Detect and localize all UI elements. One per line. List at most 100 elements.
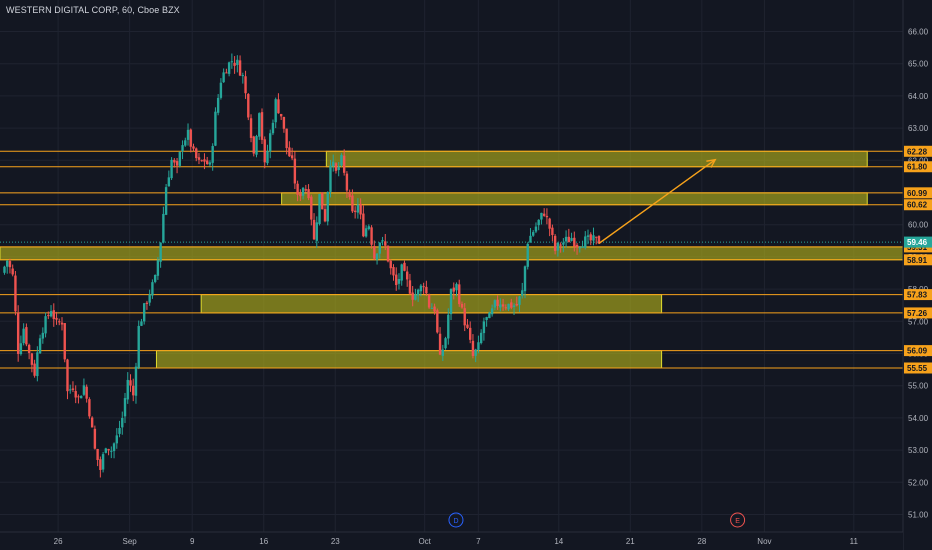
candle-body [241, 75, 245, 77]
candle-body [367, 226, 371, 230]
candle-body [236, 59, 239, 66]
candle-body [329, 165, 332, 192]
candle-body [455, 283, 458, 291]
candle-body [206, 160, 209, 165]
candle-body [252, 136, 255, 154]
candle-body [419, 285, 423, 292]
candle-body [573, 237, 576, 247]
price-level-tag-label: 60.99 [907, 189, 928, 198]
price-tick-label: 54.00 [908, 414, 929, 423]
candle-body [82, 385, 86, 395]
candle-body [36, 352, 39, 377]
candle-body [444, 338, 447, 349]
candle-body [578, 247, 581, 249]
candle-body [405, 271, 409, 280]
candle-body [542, 213, 546, 216]
candle-body [110, 450, 113, 452]
candle-body [167, 177, 171, 187]
candle-body [463, 308, 466, 326]
candle-body [414, 294, 417, 300]
candle-body [14, 275, 17, 312]
time-tick-label: 28 [697, 537, 706, 546]
candle-body [178, 152, 182, 166]
candle-body [403, 262, 406, 271]
candle-body [142, 303, 146, 322]
price-level-lines [0, 150, 903, 369]
candle-body [121, 417, 124, 428]
candle-body [140, 321, 143, 326]
candle-body [315, 222, 318, 241]
candle-body [526, 243, 529, 267]
candle-body [16, 312, 20, 354]
candle-body [433, 306, 436, 312]
candle-body [564, 236, 568, 242]
candle-body [562, 242, 565, 245]
zone-62 [325, 150, 868, 168]
candle-body [85, 386, 88, 399]
candle-body [458, 284, 461, 305]
price-level-tag-label: 57.26 [907, 309, 928, 318]
candle-body [219, 82, 223, 98]
candle-body [192, 146, 195, 149]
candle-body [27, 344, 31, 353]
price-tick-label: 55.00 [908, 382, 929, 391]
candle-body [581, 246, 584, 248]
candle-body [74, 391, 77, 398]
candle-body [321, 192, 324, 210]
candle-body [112, 443, 116, 452]
candle-body [115, 435, 118, 444]
candle-body [159, 242, 162, 262]
price-axis: 51.0052.0053.0054.0055.0056.0057.0058.00… [902, 0, 932, 550]
candle-body [247, 94, 250, 118]
price-level-tag [904, 362, 932, 374]
candle-body [362, 213, 365, 237]
arrow-head [706, 158, 717, 168]
price-tick-label: 65.00 [908, 60, 929, 69]
price-tick-label: 52.00 [908, 478, 929, 487]
candle-body [293, 158, 297, 184]
candle-body [132, 385, 135, 396]
price-level-tag-label: 56.09 [907, 347, 928, 356]
candle-body [345, 173, 349, 191]
time-tick-label: 11 [850, 537, 859, 546]
candle-body [512, 305, 516, 308]
candle-body [52, 310, 55, 320]
candle-body [488, 312, 491, 319]
candle-body [58, 321, 61, 323]
current-price-tag [904, 236, 932, 248]
candle-body [269, 133, 272, 152]
candle-body [137, 325, 140, 368]
candle-body [47, 315, 50, 317]
time-tick-label: 14 [554, 537, 563, 546]
price-level-tag [904, 307, 932, 319]
candle-body [211, 146, 214, 163]
candle-body [225, 72, 228, 74]
time-tick-label: 23 [331, 537, 340, 546]
time-axis: 26 Sep 9 16 23 Oct 7 14 21 28 Nov 11 [0, 531, 903, 550]
candle-body [203, 159, 206, 162]
candle-body [351, 195, 354, 212]
candle-body [200, 160, 203, 162]
candle-body [375, 253, 379, 260]
price-level-tag-label: 58.91 [907, 256, 928, 265]
candle-body [575, 244, 579, 248]
candle-body [595, 236, 598, 238]
price-axis-bg [903, 0, 932, 550]
candle-body [485, 317, 488, 321]
candle-body [266, 151, 269, 164]
candle-body [427, 294, 431, 308]
dividend-marker-label: D [453, 518, 458, 525]
candle-body [258, 113, 261, 137]
candle-body [518, 296, 521, 305]
candle-body [312, 219, 316, 240]
dividend-marker-ring [448, 512, 464, 528]
candle-body [384, 241, 387, 246]
candle-body [460, 303, 464, 308]
candle-body [148, 294, 151, 303]
candle-body [3, 266, 6, 273]
candle-body [493, 300, 497, 308]
candle-body [326, 192, 329, 222]
candle-body [567, 236, 571, 243]
price-level-tag [904, 187, 932, 199]
candle-body [104, 448, 108, 453]
